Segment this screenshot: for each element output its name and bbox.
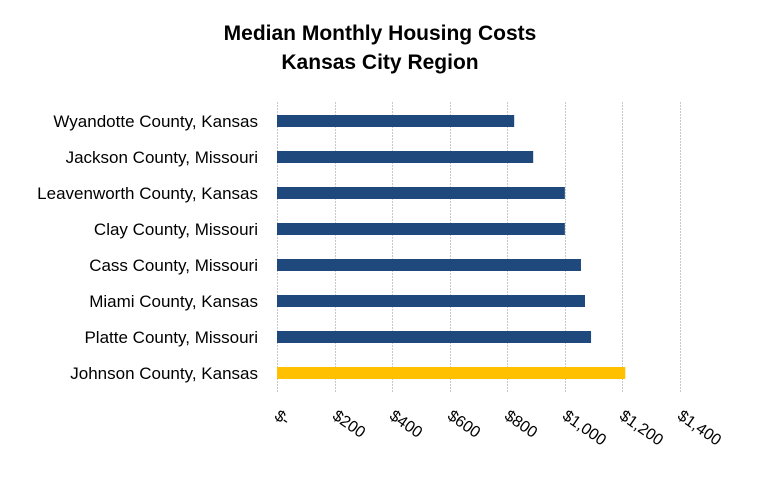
x-axis-tick-labels: $- $200 $400 $600 $800 $1,000 $1,200 $1,400	[271, 407, 724, 449]
category-label: Jackson County, Missouri	[66, 148, 258, 167]
bar	[277, 223, 565, 235]
x-tick-label: $200	[329, 407, 368, 441]
category-label: Platte County, Missouri	[84, 328, 258, 347]
x-tick-label: $1,200	[616, 407, 666, 449]
x-tick-label: $600	[444, 407, 483, 441]
category-label: Wyandotte County, Kansas	[53, 112, 258, 131]
x-tick-label: $800	[501, 407, 540, 441]
x-tick-label: $-	[271, 407, 292, 429]
category-labels: Wyandotte County, Kansas Jackson County, …	[37, 112, 258, 383]
bars	[277, 115, 626, 379]
bar	[277, 259, 581, 271]
category-label: Clay County, Missouri	[94, 220, 258, 239]
gridlines	[277, 102, 681, 393]
bar	[277, 151, 534, 163]
bar	[277, 295, 586, 307]
category-label: Cass County, Missouri	[89, 256, 258, 275]
category-label: Miami County, Kansas	[89, 292, 258, 311]
chart-title: Median Monthly Housing Costs	[224, 22, 537, 45]
bar	[277, 367, 626, 379]
bar	[277, 115, 515, 127]
category-label: Johnson County, Kansas	[70, 364, 258, 383]
x-tick-label: $400	[386, 407, 425, 441]
category-label: Leavenworth County, Kansas	[37, 184, 258, 203]
bar	[277, 331, 592, 343]
x-tick-label: $1,400	[674, 407, 724, 449]
bar	[277, 187, 565, 199]
x-tick-label: $1,000	[559, 407, 609, 449]
chart-subtitle: Kansas City Region	[281, 51, 478, 74]
